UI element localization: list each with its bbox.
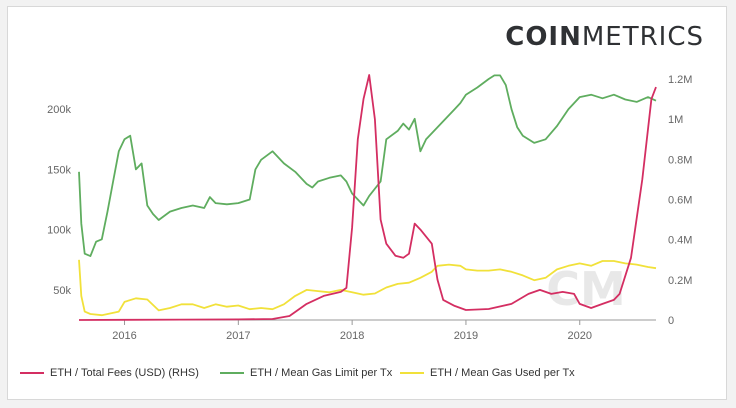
legend-swatch <box>220 372 244 374</box>
cm-watermark: CM <box>546 262 626 316</box>
legend-item-gas-limit[interactable]: ETH / Mean Gas Limit per Tx <box>220 367 392 379</box>
legend-item-gas-used[interactable]: ETH / Mean Gas Used per Tx <box>400 367 575 379</box>
line-chart: 2016 2017 2018 2019 2020 50k 100k 150k 200k 0 0.2M… <box>47 74 692 342</box>
right-y-tick-label: 0.8M <box>668 154 692 166</box>
legend-item-fees[interactable]: ETH / Total Fees (USD) (RHS) <box>20 367 199 379</box>
legend-label: ETH / Total Fees (USD) (RHS) <box>50 367 199 379</box>
right-y-tick-label: 1.2M <box>668 74 692 86</box>
series-line-fees <box>78 74 657 321</box>
left-y-tick-label: 100k <box>47 225 71 237</box>
x-tick-label: 2016 <box>112 330 136 342</box>
x-tick-label: 2018 <box>340 330 364 342</box>
chart-legend: ETH / Total Fees (USD) (RHS) ETH / Mean G… <box>8 363 728 387</box>
right-y-tick-label: 0.2M <box>668 275 692 287</box>
legend-label: ETH / Mean Gas Limit per Tx <box>250 367 393 379</box>
legend-swatch <box>20 372 44 374</box>
series-line-gas-limit <box>78 74 657 257</box>
legend-swatch <box>400 372 424 374</box>
x-tick-label: 2019 <box>454 330 478 342</box>
right-y-tick-label: 0.4M <box>668 235 692 247</box>
chart-card: COINMETRICS 2016 2017 2018 2019 2020 50k 100k 1… <box>7 6 727 400</box>
legend-label: ETH / Mean Gas Used per Tx <box>430 367 575 379</box>
coinmetrics-logo: COINMETRICS <box>505 22 704 52</box>
left-y-tick-label: 200k <box>47 104 71 116</box>
left-y-tick-label: 50k <box>53 285 71 297</box>
left-y-tick-label: 150k <box>47 164 71 176</box>
right-y-tick-label: 1M <box>668 114 683 126</box>
x-tick-label: 2020 <box>568 330 592 342</box>
x-tick-label: 2017 <box>226 330 250 342</box>
right-y-tick-label: 0.6M <box>668 195 692 207</box>
right-y-tick-label: 0 <box>668 315 674 327</box>
series-line-gas-used <box>78 259 657 317</box>
